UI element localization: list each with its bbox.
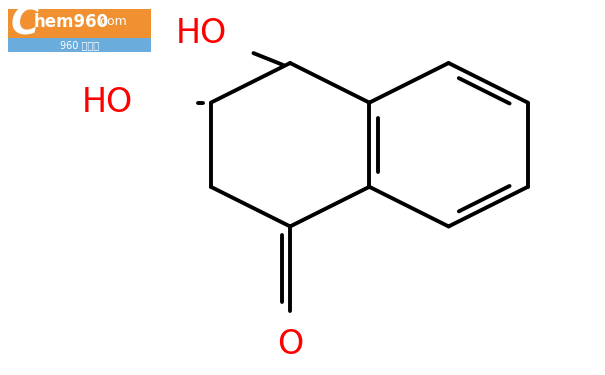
Bar — [8, 9, 151, 38]
Text: O: O — [277, 328, 303, 362]
Text: HO: HO — [176, 17, 227, 50]
Text: hem960: hem960 — [34, 13, 109, 31]
Text: 960 化工网: 960 化工网 — [60, 40, 99, 50]
Bar — [8, 38, 151, 52]
Text: HO: HO — [82, 86, 133, 119]
Text: C: C — [11, 4, 39, 42]
Text: .com: .com — [97, 15, 128, 28]
